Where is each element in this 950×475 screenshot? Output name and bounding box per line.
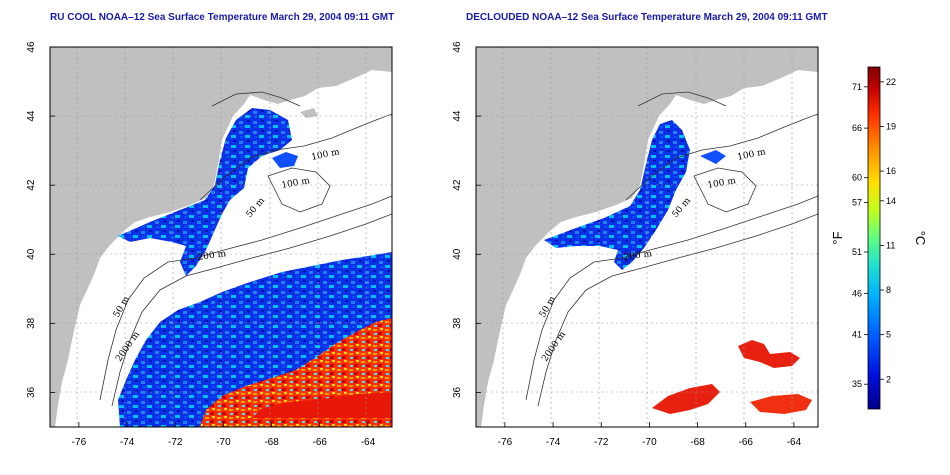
fahrenheit-tick-label: 71 bbox=[852, 82, 862, 92]
colorbar-ticks: 22 19 16 14 11 8 5 2 71 66 60 57 51 46 41 35 bbox=[852, 77, 896, 389]
axes: -76 -74 -72 -70 -68 -66 -64 36 38 40 42 44 46 -76 -74 -… bbox=[26, 41, 802, 448]
longitude-tick-label: -64 bbox=[361, 437, 376, 448]
longitude-tick-label: -74 bbox=[120, 437, 135, 448]
graticule bbox=[50, 47, 392, 427]
sst-eddy-warm bbox=[652, 384, 720, 414]
latitude-tick-label: 46 bbox=[452, 41, 463, 53]
longitude-tick-label: -66 bbox=[313, 437, 328, 448]
contour-label: 100 m bbox=[707, 176, 737, 191]
celsius-tick-label: 22 bbox=[886, 77, 896, 87]
latitude-tick-label: 44 bbox=[26, 110, 37, 122]
celsius-tick-label: 14 bbox=[886, 196, 896, 206]
celsius-tick-label: 11 bbox=[886, 240, 895, 250]
sst-shelf-patch bbox=[544, 120, 690, 270]
land-mass bbox=[476, 47, 818, 427]
latitude-tick-label: 46 bbox=[26, 41, 37, 53]
longitude-tick-label: -68 bbox=[264, 437, 279, 448]
longitude-tick-label: -64 bbox=[787, 437, 802, 448]
sst-warm-core bbox=[252, 392, 392, 418]
latitude-tick-label: 42 bbox=[452, 179, 463, 191]
contour-label: 100 m bbox=[281, 176, 311, 191]
celsius-tick-label: 2 bbox=[886, 374, 891, 384]
celsius-tick-label: 8 bbox=[886, 285, 891, 295]
fahrenheit-tick-label: 66 bbox=[852, 123, 862, 133]
sst-bay-patch bbox=[700, 150, 726, 164]
graticule bbox=[476, 47, 818, 427]
latitude-tick-label: 36 bbox=[26, 386, 37, 398]
fahrenheit-tick-label: 57 bbox=[852, 197, 862, 207]
longitude-tick-label: -70 bbox=[642, 437, 657, 448]
colorbar bbox=[867, 66, 881, 410]
celsius-unit-label: °C bbox=[913, 231, 928, 246]
fahrenheit-tick-label: 60 bbox=[852, 173, 862, 183]
sst-bay-patch bbox=[272, 152, 298, 168]
fahrenheit-tick-label: 51 bbox=[852, 247, 862, 257]
celsius-tick-label: 19 bbox=[886, 121, 896, 131]
contour-label: 200 m bbox=[623, 249, 653, 263]
left-map: 100 m 100 m 50 m 200 m 50 m 2000 m bbox=[50, 47, 392, 427]
right-map-frame bbox=[475, 46, 819, 428]
longitude-tick-label: -72 bbox=[168, 437, 183, 448]
sst-shelf-patch bbox=[118, 108, 292, 276]
left-map-title: RU COOL NOAA–12 Sea Surface Temperature … bbox=[50, 12, 395, 23]
sst-eddy-warm-3 bbox=[738, 340, 800, 368]
latitude-tick-label: 40 bbox=[452, 248, 463, 260]
longitude-tick-label: -68 bbox=[690, 437, 705, 448]
bathymetry-contours bbox=[525, 91, 818, 407]
celsius-tick-label: 5 bbox=[886, 330, 891, 340]
fahrenheit-unit-label: °F bbox=[830, 231, 845, 244]
land-mass bbox=[50, 47, 392, 427]
longitude-tick-label: -72 bbox=[594, 437, 609, 448]
right-map-title: DECLOUDED NOAA–12 Sea Surface Temperatur… bbox=[466, 12, 828, 23]
longitude-tick-label: -74 bbox=[546, 437, 561, 448]
latitude-tick-label: 38 bbox=[452, 317, 463, 329]
latitude-tick-label: 38 bbox=[26, 317, 37, 329]
latitude-tick-label: 44 bbox=[452, 110, 463, 122]
longitude-tick-label: -66 bbox=[739, 437, 754, 448]
fahrenheit-tick-label: 46 bbox=[852, 288, 862, 298]
left-map-frame bbox=[49, 46, 393, 428]
longitude-tick-label: -70 bbox=[216, 437, 231, 448]
fahrenheit-tick-label: 35 bbox=[852, 379, 862, 389]
latitude-tick-label: 40 bbox=[26, 248, 37, 260]
fahrenheit-tick-label: 41 bbox=[852, 330, 862, 340]
latitude-tick-label: 36 bbox=[452, 386, 463, 398]
celsius-tick-label: 16 bbox=[886, 166, 896, 176]
longitude-tick-label: -76 bbox=[72, 437, 87, 448]
sst-eddy-warm-2 bbox=[750, 394, 812, 414]
contour-label: 200 m bbox=[197, 249, 227, 263]
latitude-tick-label: 42 bbox=[26, 179, 37, 191]
right-map: 100 m 100 m 50 m 200 m 50 m 2000 m bbox=[476, 47, 818, 427]
bathymetry-contours bbox=[99, 91, 392, 407]
longitude-tick-label: -76 bbox=[498, 437, 513, 448]
